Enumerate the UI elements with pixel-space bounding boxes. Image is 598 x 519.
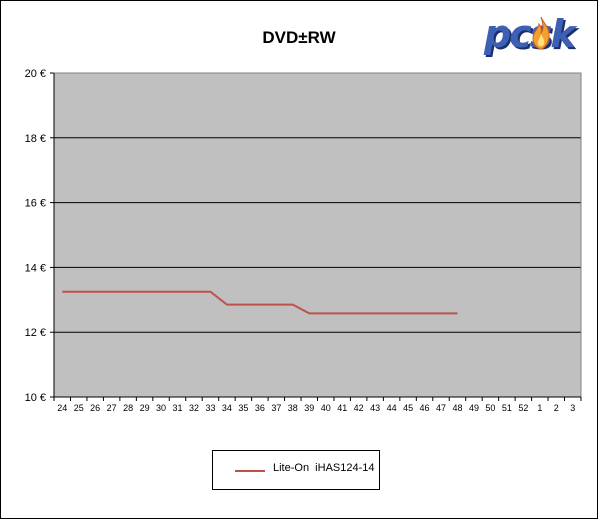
y-tick-label: 14 € xyxy=(25,262,46,274)
x-tick-label: 37 xyxy=(271,403,281,413)
x-tick-label: 35 xyxy=(238,403,248,413)
x-tick-label: 45 xyxy=(403,403,413,413)
x-tick-label: 24 xyxy=(57,403,67,413)
logo-text: pcsk xyxy=(484,12,576,56)
legend: Lite-On iHAS124-14 xyxy=(212,450,380,490)
x-tick-label: 26 xyxy=(90,403,100,413)
x-tick-label: 30 xyxy=(156,403,166,413)
legend-series-label: Lite-On iHAS124-14 xyxy=(273,462,375,474)
x-tick-label: 2 xyxy=(554,403,559,413)
x-tick-label: 51 xyxy=(502,403,512,413)
x-tick-label: 47 xyxy=(436,403,446,413)
x-tick-label: 52 xyxy=(518,403,528,413)
x-tick-label: 28 xyxy=(123,403,133,413)
y-tick-label: 12 € xyxy=(25,327,46,339)
plot-area xyxy=(54,73,581,397)
series-line xyxy=(62,290,458,315)
x-tick-label: 31 xyxy=(173,403,183,413)
x-tick-label: 40 xyxy=(321,403,331,413)
y-tick-label: 16 € xyxy=(25,198,46,210)
x-tick-label: 39 xyxy=(304,403,314,413)
x-tick-label: 34 xyxy=(222,403,232,413)
pcesk-logo: pcsk xyxy=(484,12,588,56)
x-tick-label: 41 xyxy=(337,403,347,413)
x-tick-label: 3 xyxy=(570,403,575,413)
y-tick-label: 18 € xyxy=(25,133,46,145)
x-tick-label: 46 xyxy=(420,403,430,413)
flame-icon xyxy=(532,16,550,50)
x-tick-label: 32 xyxy=(189,403,199,413)
x-tick-label: 33 xyxy=(205,403,215,413)
x-tick-label: 29 xyxy=(140,403,150,413)
x-tick-label: 36 xyxy=(255,403,265,413)
x-tick-label: 44 xyxy=(387,403,397,413)
y-tick-label: 20 € xyxy=(25,68,46,80)
x-tick-label: 42 xyxy=(354,403,364,413)
x-tick-label: 43 xyxy=(370,403,380,413)
x-tick-label: 49 xyxy=(469,403,479,413)
y-tick-label: 10 € xyxy=(25,392,46,404)
x-tick-label: 1 xyxy=(537,403,542,413)
x-tick-label: 50 xyxy=(485,403,495,413)
x-tick-label: 27 xyxy=(107,403,117,413)
legend-series-swatch xyxy=(235,470,265,472)
x-tick-label: 38 xyxy=(288,403,298,413)
x-tick-label: 25 xyxy=(74,403,84,413)
chart-title: DVD±RW xyxy=(262,28,336,47)
x-tick-label: 48 xyxy=(452,403,462,413)
